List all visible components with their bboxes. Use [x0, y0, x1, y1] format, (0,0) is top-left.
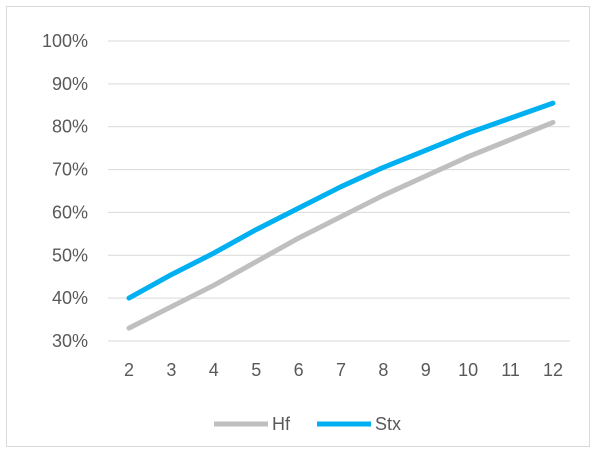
x-tick-label: 4	[209, 360, 219, 380]
x-tick-label: 9	[421, 360, 431, 380]
series-line-hf	[126, 119, 556, 331]
gridlines	[108, 40, 570, 342]
x-tick-label: 2	[124, 360, 134, 380]
chart-area	[6, 6, 590, 447]
y-tick-label: 80%	[52, 117, 88, 137]
y-tick-label: 90%	[52, 74, 88, 94]
x-tick-label: 6	[294, 360, 304, 380]
x-tick-label: 7	[336, 360, 346, 380]
y-tick-label: 60%	[52, 202, 88, 222]
legend: Hf Stx	[214, 414, 401, 434]
y-tick-label: 40%	[52, 288, 88, 308]
y-tick-label: 50%	[52, 245, 88, 265]
y-tick-label: 30%	[52, 331, 88, 351]
x-axis-ticks: 2 3 4 5 6 7 8 9 10 11 12	[124, 360, 563, 380]
legend-label-hf: Hf	[272, 414, 291, 434]
x-tick-label: 11	[501, 360, 520, 380]
series-line-stx	[126, 100, 556, 301]
x-tick-label: 8	[378, 360, 388, 380]
x-tick-label: 5	[251, 360, 261, 380]
series-lines	[126, 100, 556, 331]
y-tick-label: 100%	[42, 31, 88, 51]
x-tick-label: 3	[166, 360, 176, 380]
y-tick-label: 70%	[52, 160, 88, 180]
legend-label-stx: Stx	[375, 414, 401, 434]
x-tick-label: 12	[543, 360, 563, 380]
x-tick-label: 10	[458, 360, 478, 380]
y-axis-ticks: 30% 40% 50% 60% 70% 80% 90% 100%	[42, 31, 88, 351]
